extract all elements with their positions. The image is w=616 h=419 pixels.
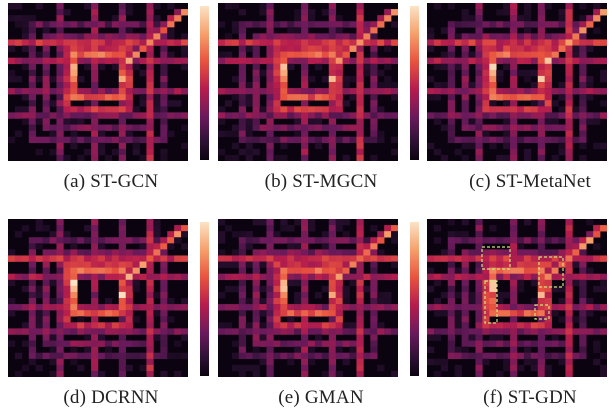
heatmap-f	[427, 219, 607, 377]
heatmap-b	[218, 3, 398, 161]
panel-e: (e) GMAN	[218, 219, 419, 419]
caption-a: (a) ST-GCN	[63, 171, 159, 192]
caption-b: (b) ST-MGCN	[264, 171, 378, 192]
colorbar-a	[200, 6, 209, 160]
heatmap-e	[218, 219, 398, 377]
colorbar-b	[410, 6, 419, 160]
panel-b: (b) ST-MGCN	[218, 3, 419, 203]
colorbar-d	[200, 222, 209, 376]
heatmap-c	[427, 3, 607, 161]
panel-d: (d) DCRNN	[8, 219, 209, 419]
colorbar-e	[410, 222, 419, 376]
highlight-box	[484, 280, 498, 324]
caption-c: (c) ST-MetaNet	[469, 171, 591, 192]
caption-d: (d) DCRNN	[63, 387, 159, 408]
panel-a: (a) ST-GCN	[8, 3, 209, 203]
highlight-box	[538, 256, 564, 288]
heatmap-a	[8, 3, 188, 161]
caption-f: (f) ST-GDN	[483, 387, 577, 408]
panel-c: (c) ST-MetaNet	[427, 3, 616, 203]
panel-f: (f) ST-GDN	[427, 219, 616, 419]
highlight-box	[534, 304, 550, 320]
caption-e: (e) GMAN	[278, 387, 364, 408]
heatmap-d	[8, 219, 188, 377]
